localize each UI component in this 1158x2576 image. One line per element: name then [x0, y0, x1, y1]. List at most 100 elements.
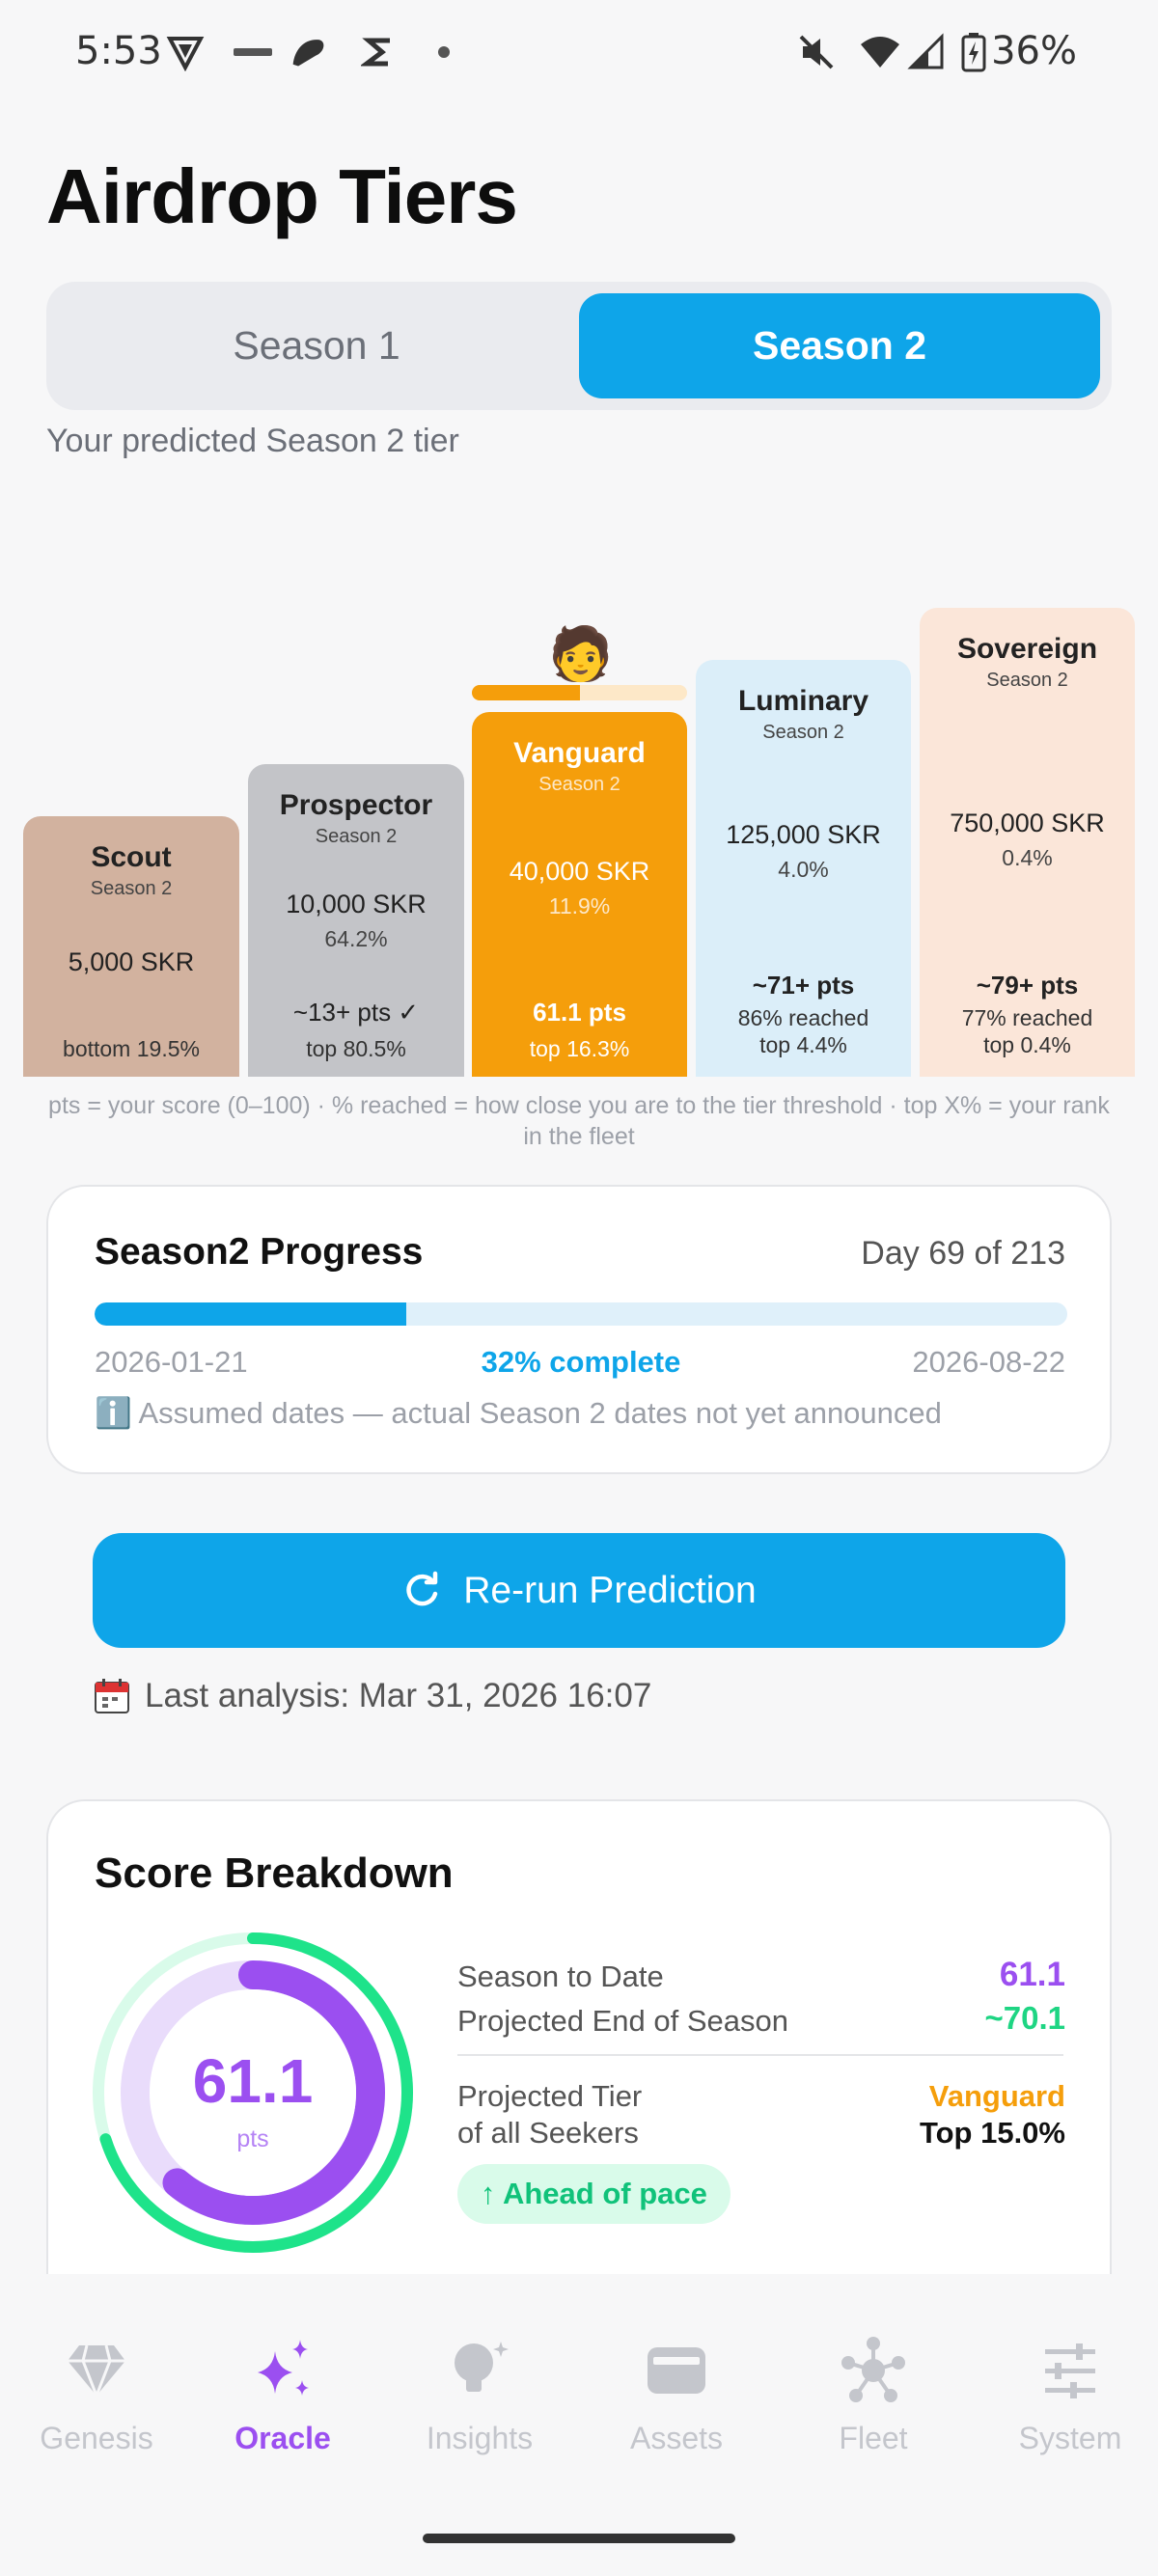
- home-indicator[interactable]: [423, 2534, 735, 2543]
- sparkles-icon: [186, 2332, 379, 2409]
- wifi-icon: [859, 33, 901, 71]
- all-seekers-value: Top 15.0%: [919, 2116, 1065, 2150]
- tier-progress-marker-fill: [472, 685, 580, 700]
- nav-label: Oracle: [234, 2421, 331, 2455]
- tab-season-2[interactable]: Season 2: [579, 293, 1100, 398]
- season-progress-bar: [95, 1302, 1067, 1326]
- last-analysis-text: Last analysis: Mar 31, 2026 16:07: [145, 1677, 652, 1714]
- tier-scout[interactable]: Scout Season 2 5,000 SKR bottom 19.5%: [23, 816, 239, 1077]
- app-notification-icon-2: [290, 33, 328, 71]
- tab-season-1[interactable]: Season 1: [233, 323, 400, 368]
- nav-item-oracle[interactable]: Oracle: [186, 2332, 379, 2456]
- tier-vanguard[interactable]: Vanguard Season 2 40,000 SKR 11.9% 61.1 …: [472, 712, 687, 1077]
- page-title: Airdrop Tiers: [46, 153, 518, 239]
- season-to-date-label: Season to Date: [457, 1959, 664, 1993]
- tier-name: Vanguard: [513, 737, 646, 769]
- score-ring-center: [150, 1989, 356, 2196]
- sliders-icon: [974, 2332, 1158, 2409]
- projected-tier-label: Projected Tier: [457, 2079, 643, 2113]
- nav-item-assets[interactable]: Assets: [580, 2332, 773, 2456]
- tier-rank: bottom 19.5%: [63, 1036, 200, 1061]
- assumed-dates-note: ℹ️ Assumed dates — actual Season 2 dates…: [95, 1396, 942, 1430]
- status-bar: 5:53 36%: [0, 0, 1158, 106]
- projected-end-label: Projected End of Season: [457, 2004, 788, 2038]
- tier-percent: 11.9%: [548, 893, 611, 918]
- tier-skr: 750,000 SKR: [950, 808, 1105, 837]
- tier-points: ~71+ pts: [752, 971, 855, 1000]
- season-start-date: 2026-01-21: [95, 1345, 248, 1379]
- tier-skr: 40,000 SKR: [509, 857, 650, 886]
- lightbulb-icon: [383, 2332, 576, 2409]
- rerun-label: Re-run Prediction: [463, 1569, 757, 1611]
- battery-icon: [959, 33, 988, 72]
- nav-item-system[interactable]: System: [974, 2332, 1158, 2456]
- vpn-icon: [166, 33, 205, 71]
- tier-name: Luminary: [737, 685, 869, 717]
- nav-label: Assets: [629, 2421, 724, 2455]
- tier-percent: 64.2%: [324, 926, 388, 951]
- tier-name: Scout: [91, 841, 172, 873]
- last-analysis: Last analysis: Mar 31, 2026 16:07: [93, 1677, 651, 1715]
- score-ring: 61.1 pts: [93, 1932, 413, 2253]
- tier-rank: top 0.4%: [983, 1032, 1071, 1057]
- projected-end-value: ~70.1: [984, 2000, 1066, 2036]
- nav-item-genesis[interactable]: Genesis: [0, 2332, 193, 2456]
- tier-season: Season 2: [762, 722, 844, 743]
- pace-badge: ↑ Ahead of pace: [457, 2164, 731, 2224]
- tier-name: Sovereign: [956, 633, 1098, 665]
- cell-signal-icon: [907, 33, 946, 71]
- nav-label: Insights: [426, 2421, 534, 2455]
- bottom-nav: Genesis Oracle Insights Assets Fleet Sys…: [0, 2274, 1158, 2576]
- nav-item-fleet[interactable]: Fleet: [777, 2332, 970, 2456]
- calendar-icon: [95, 1679, 129, 1713]
- tier-luminary[interactable]: Luminary Season 2 125,000 SKR 4.0% ~71+ …: [696, 660, 911, 1077]
- app-notification-icon: [232, 33, 274, 71]
- mute-icon: [797, 33, 836, 71]
- projected-ring-arc: [93, 1932, 413, 2253]
- tier-skr: 10,000 SKR: [286, 890, 427, 918]
- more-notifications-dot-icon: [425, 33, 463, 71]
- tier-rank: top 4.4%: [759, 1032, 847, 1057]
- score-breakdown-title: Score Breakdown: [95, 1850, 454, 1897]
- user-avatar-marker: 🧑: [548, 623, 614, 684]
- tier-podium: Scout Season 2 5,000 SKR bottom 19.5% Pr…: [0, 598, 1158, 1077]
- progress-percent: 32% complete: [481, 1345, 681, 1379]
- podium-legend: pts = your score (0–100) · % reached = h…: [48, 1092, 1110, 1150]
- score-ring-arc: [121, 1960, 385, 2225]
- season-progress-card: Season2 Progress Day 69 of 213 2026-01-2…: [46, 1185, 1112, 1474]
- tier-season: Season 2: [538, 774, 620, 795]
- nav-label: Genesis: [40, 2421, 153, 2455]
- battery-percent: 36%: [991, 29, 1077, 73]
- tier-points: 61.1 pts: [533, 998, 626, 1027]
- tier-percent: 4.0%: [778, 857, 829, 882]
- tier-skr: 5,000 SKR: [68, 947, 195, 976]
- tier-name: Prospector: [279, 789, 433, 821]
- tier-prospector[interactable]: Prospector Season 2 10,000 SKR 64.2% ~13…: [248, 764, 464, 1077]
- nav-item-insights[interactable]: Insights: [383, 2332, 576, 2456]
- app-notification-icon-3: [359, 33, 398, 71]
- tier-points: ~79+ pts: [976, 971, 1079, 1000]
- tier-season: Season 2: [315, 826, 398, 847]
- tier-rank: top 80.5%: [306, 1036, 406, 1061]
- progress-title: Season2 Progress: [95, 1231, 424, 1273]
- tier-rank: top 16.3%: [529, 1036, 630, 1061]
- tier-sovereign[interactable]: Sovereign Season 2 750,000 SKR 0.4% ~79+…: [920, 608, 1135, 1077]
- tier-season: Season 2: [986, 670, 1068, 691]
- season-progress-fill: [95, 1302, 406, 1326]
- season-end-date: 2026-08-22: [912, 1345, 1065, 1379]
- tier-reached: 77% reached: [961, 1005, 1093, 1030]
- tier-reached: 86% reached: [737, 1005, 869, 1030]
- rerun-prediction-button[interactable]: Re-run Prediction: [93, 1533, 1065, 1648]
- season-to-date-value: 61.1: [999, 1956, 1065, 1993]
- gem-icon: [0, 2332, 193, 2409]
- all-seekers-label: of all Seekers: [457, 2116, 639, 2150]
- tier-points: ~13+ pts ✓: [292, 998, 420, 1027]
- tier-skr: 125,000 SKR: [726, 820, 881, 849]
- predicted-tier-subtitle: Your predicted Season 2 tier: [46, 423, 459, 459]
- score-unit: pts: [236, 2125, 268, 2152]
- breakdown-divider: [457, 2054, 1063, 2056]
- network-icon: [777, 2332, 970, 2409]
- nav-label: System: [1018, 2421, 1122, 2455]
- tier-percent: 0.4%: [1002, 845, 1053, 870]
- tier-progress-marker: [472, 685, 687, 700]
